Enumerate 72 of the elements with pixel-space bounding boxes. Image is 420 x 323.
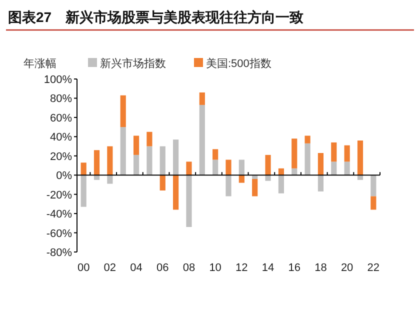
bar xyxy=(186,162,192,176)
y-tick-label: 60% xyxy=(50,112,72,124)
y-tick-label: -80% xyxy=(46,247,72,259)
y-tick-label: -40% xyxy=(46,208,72,221)
bar xyxy=(160,175,166,190)
bar xyxy=(120,127,126,176)
bar xyxy=(265,154,271,176)
bar xyxy=(304,136,310,144)
bar xyxy=(357,140,364,176)
bar xyxy=(344,162,350,176)
bar xyxy=(107,175,113,184)
y-tick-label: -60% xyxy=(46,228,72,240)
bar xyxy=(212,149,218,160)
chart-title: 图表27 新兴市场股票与美股表现往往方向一致 xyxy=(8,9,304,25)
bar xyxy=(120,95,126,128)
legend-label: 美国:500指数 xyxy=(206,57,272,70)
bar xyxy=(133,136,140,155)
bar xyxy=(199,92,205,105)
bar xyxy=(107,146,113,176)
bar xyxy=(80,162,86,176)
y-tick-label: 80% xyxy=(50,93,72,106)
bar xyxy=(199,104,205,176)
x-tick-label: 02 xyxy=(104,262,116,274)
y-tick-label: 40% xyxy=(50,132,72,144)
bar xyxy=(94,150,100,176)
x-tick-label: 04 xyxy=(130,262,142,274)
bar xyxy=(226,160,232,176)
bar xyxy=(370,175,376,196)
bar xyxy=(331,142,337,162)
bar xyxy=(160,146,166,176)
bar xyxy=(173,140,179,176)
bar xyxy=(265,175,271,181)
legend: 新兴市场指数 xyxy=(88,58,166,70)
bar xyxy=(304,143,310,176)
bar xyxy=(226,175,232,196)
bar xyxy=(318,175,324,192)
y-tick-label: 20% xyxy=(50,150,72,163)
x-tick-label: 16 xyxy=(288,262,300,274)
bar xyxy=(318,153,324,176)
bar xyxy=(278,175,284,194)
bar xyxy=(173,175,179,210)
y-tick-label: 0% xyxy=(56,170,72,182)
bar xyxy=(80,175,86,207)
bar xyxy=(331,162,337,176)
bar xyxy=(212,160,218,176)
bar xyxy=(370,196,376,210)
bar xyxy=(357,175,364,180)
bar xyxy=(252,175,258,179)
x-tick-label: 00 xyxy=(77,262,90,274)
bar xyxy=(146,132,152,146)
bar xyxy=(94,175,100,180)
y-tick-label: -20% xyxy=(46,189,72,202)
bar xyxy=(238,160,244,176)
bar xyxy=(252,178,258,196)
bar xyxy=(146,146,152,176)
x-tick-label: 12 xyxy=(236,262,248,274)
bar xyxy=(186,175,192,228)
x-tick-label: 10 xyxy=(209,262,222,274)
legend-label: 新兴市场指数 xyxy=(100,57,166,70)
x-tick-label: 22 xyxy=(367,262,380,274)
x-tick-label: 06 xyxy=(156,262,169,274)
bar xyxy=(292,138,298,168)
x-tick-label: 18 xyxy=(314,262,327,274)
x-tick-label: 08 xyxy=(182,262,196,274)
bar xyxy=(344,145,350,162)
bar xyxy=(238,175,244,183)
x-tick-label: 20 xyxy=(340,262,354,274)
y-axis-title: 年涨幅 xyxy=(24,58,56,70)
bar xyxy=(133,154,140,176)
y-tick-label: 100% xyxy=(44,74,72,86)
x-tick-label: 14 xyxy=(262,262,274,274)
legend: 美国:500指数 xyxy=(194,58,272,70)
